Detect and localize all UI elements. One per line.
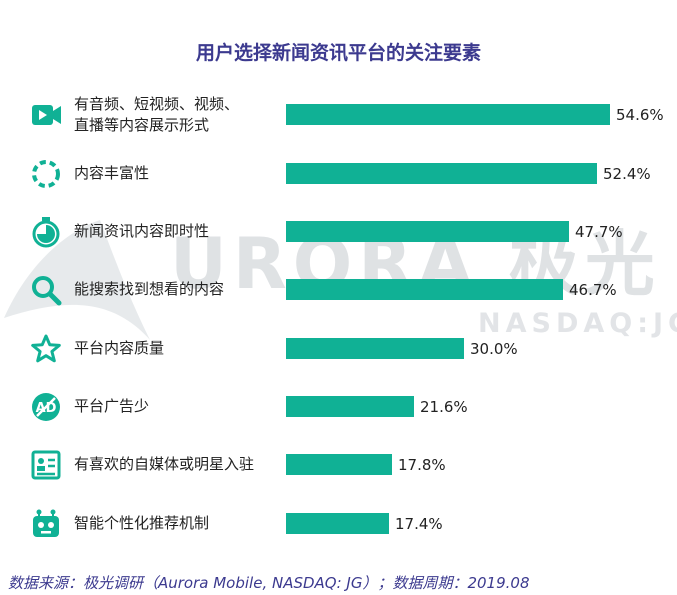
bar-row: 有音频、短视频、视频、 直播等内容展示形式 54.6%	[0, 86, 677, 144]
video-camera-icon	[32, 105, 61, 125]
category-label-line: 能搜索找到想看的内容	[74, 280, 225, 298]
category-label: 内容丰富性	[74, 163, 149, 184]
value-label: 30.0%	[470, 340, 518, 358]
aurora-logo-icon	[4, 220, 150, 340]
bar-row: AD 平台广告少 21.6%	[0, 378, 677, 436]
category-label: 平台内容质量	[74, 338, 164, 359]
bar	[286, 454, 392, 475]
chart-title: 用户选择新闻资讯平台的关注要素	[195, 42, 481, 64]
stopwatch-icon	[32, 217, 60, 248]
source-note: 数据来源：极光调研（Aurora Mobile, NASDAQ: JG）；数据周…	[8, 574, 530, 592]
bar	[286, 396, 414, 417]
no-ad-icon: AD	[32, 393, 60, 421]
category-label: 新闻资讯内容即时性	[74, 221, 209, 242]
category-label-line: 有喜欢的自媒体或明星入驻	[74, 455, 255, 473]
bar	[286, 513, 389, 534]
bar-row: 智能个性化推荐机制 17.4%	[0, 495, 677, 553]
bar-row: 平台内容质量 30.0%	[0, 320, 677, 378]
category-label: 平台广告少	[74, 396, 149, 417]
value-label: 47.7%	[575, 223, 623, 241]
value-label: 54.6%	[616, 106, 664, 124]
search-icon	[32, 276, 62, 306]
category-label-line: 平台内容质量	[74, 339, 165, 357]
category-label: 智能个性化推荐机制	[74, 513, 209, 534]
category-label-line: 新闻资讯内容即时性	[74, 222, 210, 240]
value-label: 46.7%	[569, 281, 617, 299]
category-label-line: 智能个性化推荐机制	[74, 514, 210, 532]
category-label-line: 平台广告少	[74, 397, 150, 415]
bar-row: 有喜欢的自媒体或明星入驻 17.8%	[0, 436, 677, 494]
category-label: 有喜欢的自媒体或明星入驻	[74, 454, 254, 475]
bar-row: 新闻资讯内容即时性 47.7%	[0, 203, 677, 261]
profile-card-icon	[31, 450, 61, 480]
category-label: 有音频、短视频、视频、 直播等内容展示形式	[74, 94, 239, 136]
bar-row: 能搜索找到想看的内容 46.7%	[0, 261, 677, 319]
star-icon	[31, 334, 61, 363]
category-label-line: 有音频、短视频、视频、	[74, 95, 240, 113]
bar	[286, 338, 464, 359]
bar-row: 内容丰富性 52.4%	[0, 145, 677, 203]
bar	[286, 221, 569, 242]
value-label: 21.6%	[420, 398, 468, 416]
dashed-circle-icon	[32, 160, 60, 188]
category-label-line: 直播等内容展示形式	[74, 116, 210, 134]
value-label: 17.4%	[395, 515, 443, 533]
bar	[286, 279, 563, 300]
watermark-ticker: NASDAQ:JG	[478, 308, 677, 339]
category-label: 能搜索找到想看的内容	[74, 279, 224, 300]
value-label: 52.4%	[603, 165, 651, 183]
value-label: 17.8%	[398, 456, 446, 474]
robot-icon	[33, 509, 59, 537]
category-label-line: 内容丰富性	[74, 164, 150, 182]
bar	[286, 163, 597, 184]
bar	[286, 104, 610, 125]
